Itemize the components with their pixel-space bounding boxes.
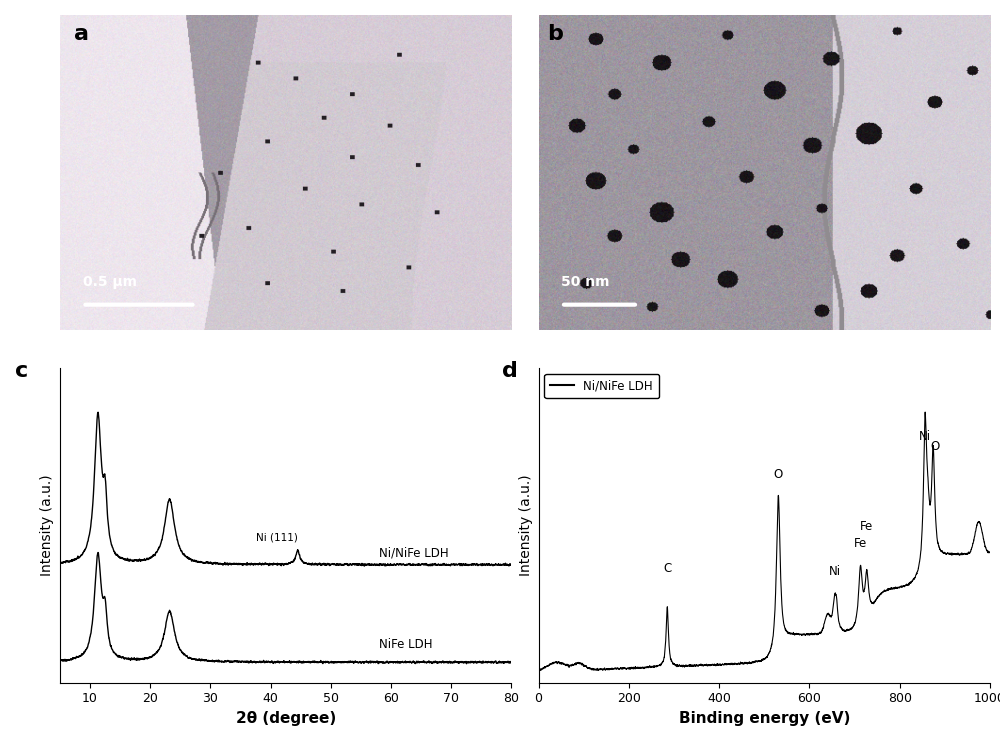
Y-axis label: Intensity (a.u.): Intensity (a.u.) bbox=[519, 474, 533, 576]
Text: Ni: Ni bbox=[829, 565, 841, 578]
Text: b: b bbox=[548, 25, 563, 44]
Text: C: C bbox=[663, 562, 671, 575]
Legend: Ni/NiFe LDH: Ni/NiFe LDH bbox=[544, 374, 659, 398]
X-axis label: 2θ (degree): 2θ (degree) bbox=[236, 711, 336, 726]
Text: O: O bbox=[774, 468, 783, 482]
Text: d: d bbox=[502, 362, 518, 381]
Text: Ni/NiFe LDH: Ni/NiFe LDH bbox=[379, 547, 449, 560]
Text: 0.5 μm: 0.5 μm bbox=[83, 275, 137, 289]
X-axis label: Binding energy (eV): Binding energy (eV) bbox=[679, 711, 850, 726]
Y-axis label: Intensity (a.u.): Intensity (a.u.) bbox=[40, 474, 54, 576]
Text: 50 nm: 50 nm bbox=[561, 275, 610, 289]
Text: Ni: Ni bbox=[919, 430, 931, 442]
Text: Ni (111): Ni (111) bbox=[256, 532, 298, 542]
Text: O: O bbox=[930, 440, 940, 453]
Text: Fe: Fe bbox=[860, 520, 873, 532]
Text: Fe: Fe bbox=[854, 537, 867, 550]
Text: c: c bbox=[15, 362, 28, 381]
Text: NiFe LDH: NiFe LDH bbox=[379, 638, 433, 651]
Text: a: a bbox=[74, 25, 89, 44]
